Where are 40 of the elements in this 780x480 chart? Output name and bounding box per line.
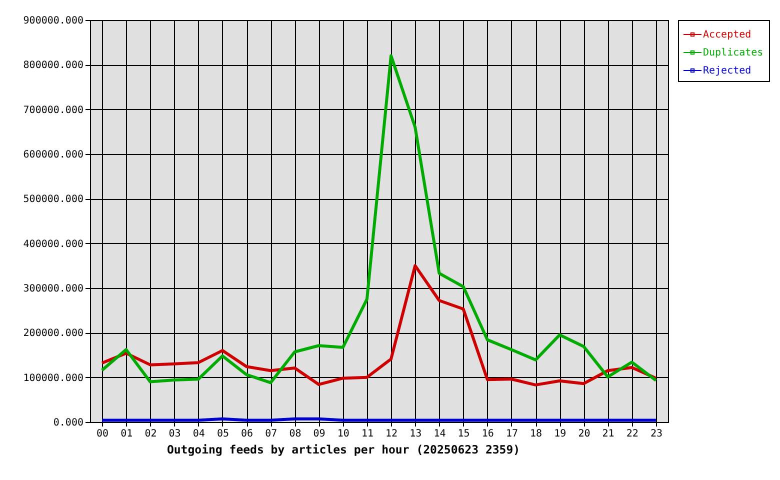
line-series (100, 54, 658, 384)
y-tick-label: 800000.000 (23, 60, 84, 72)
y-tick-label: 900000.000 (23, 16, 84, 26)
x-tick-label: 14 (434, 428, 446, 440)
y-tick-label: 0.000 (53, 418, 84, 428)
x-tick-label: 20 (578, 428, 590, 440)
legend-label: Duplicates (703, 48, 764, 58)
y-tick-label: 100000.000 (23, 372, 84, 384)
x-tick-label: 13 (410, 428, 422, 440)
y-tick-label: 500000.000 (23, 194, 84, 206)
x-tick-label: 17 (506, 428, 518, 440)
x-axis-title: Outgoing feeds by articles per hour (20250623 2359) (166, 442, 520, 456)
y-tick-label: 200000.000 (23, 328, 84, 340)
y-tick-label: 300000.000 (23, 284, 84, 294)
x-tick-label: 09 (313, 428, 326, 440)
x-tick-label: 21 (602, 428, 614, 440)
x-tick-label: 06 (241, 428, 254, 440)
legend-label: Accepted (703, 30, 752, 40)
x-tick-label: 10 (337, 428, 350, 440)
x-tick-label: 02 (144, 428, 157, 440)
x-tick-label: 22 (626, 428, 638, 440)
x-tick-label: 07 (265, 428, 278, 440)
x-tick-label: 15 (458, 428, 470, 440)
x-tick-label: 11 (361, 428, 374, 440)
legend-label: Rejected (703, 66, 752, 76)
x-tick-label: 05 (216, 428, 229, 440)
x-tick-label: 19 (554, 428, 566, 440)
x-tick-label: 01 (120, 428, 133, 440)
x-tick-label: 03 (168, 428, 181, 440)
x-tick-label: 12 (386, 428, 398, 440)
x-tick-label: 00 (96, 428, 109, 440)
y-tick-label: 700000.000 (23, 104, 84, 116)
x-tick-label: 16 (482, 428, 494, 440)
x-tick-label: 04 (192, 428, 205, 440)
x-tick-label: 08 (289, 428, 302, 440)
y-tick-label: 400000.000 (23, 238, 84, 250)
line-series (100, 264, 658, 386)
x-tick-label: 23 (650, 428, 662, 440)
x-tick-label: 18 (530, 428, 542, 440)
y-tick-label: 600000.000 (23, 150, 84, 160)
